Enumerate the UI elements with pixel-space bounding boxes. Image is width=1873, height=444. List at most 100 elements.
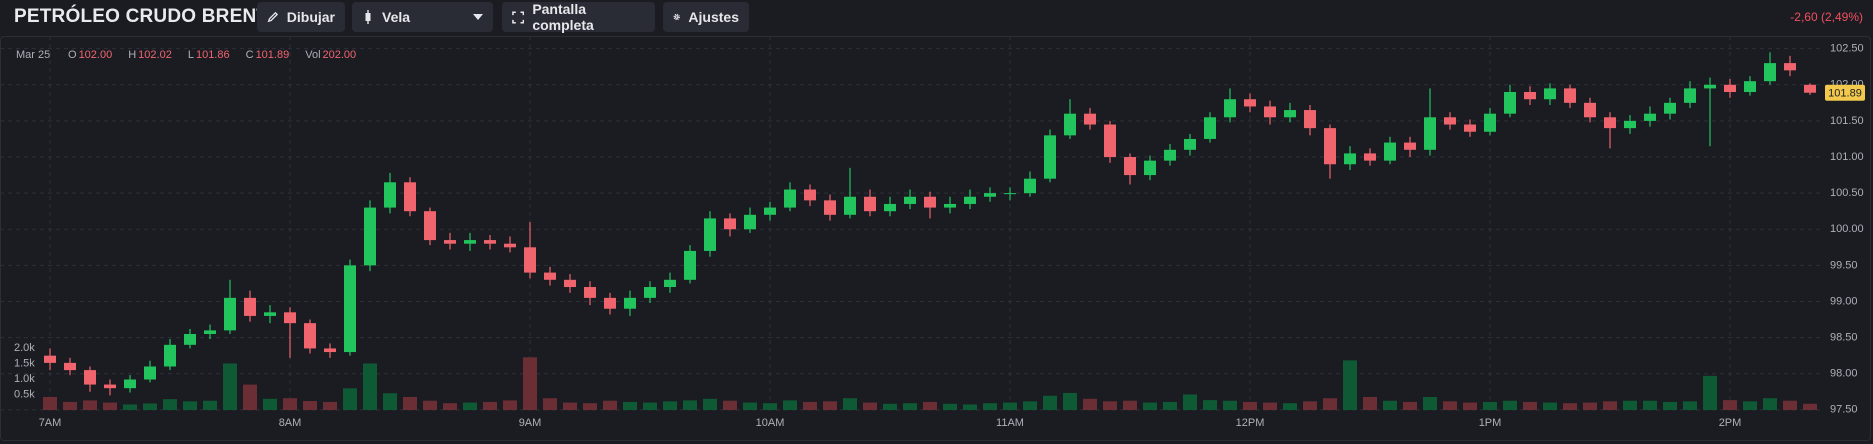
volume-bar <box>1023 401 1037 410</box>
candle-body <box>1164 149 1176 161</box>
candle-body <box>44 355 56 363</box>
candle-body <box>244 297 256 316</box>
candle-body <box>1324 128 1336 165</box>
candle-body <box>524 247 536 273</box>
volume-bar <box>1523 401 1537 410</box>
x-tick-label: 12PM <box>1236 417 1265 429</box>
legend-value: 202.00 <box>323 49 357 61</box>
settings-button[interactable]: Ajustes <box>663 2 749 32</box>
fullscreen-button[interactable]: Pantalla completa <box>502 1 655 33</box>
volume-bar <box>223 363 237 410</box>
volume-bar <box>343 388 357 410</box>
volume-bar <box>423 400 437 410</box>
volume-bar <box>323 401 337 410</box>
volume-tick-label: 1.5k <box>14 357 35 369</box>
chart-type-dropdown[interactable]: Vela <box>352 2 493 32</box>
x-tick-label: 1PM <box>1479 417 1502 429</box>
volume-bar <box>823 401 837 410</box>
candle-body <box>504 243 516 248</box>
draw-button[interactable]: Dibujar <box>257 2 345 32</box>
candle-body <box>1304 110 1316 129</box>
volume-tick-label: 2.0k <box>14 342 35 354</box>
volume-bar <box>903 403 917 410</box>
candle-body <box>724 218 736 230</box>
candle-body <box>1264 106 1276 118</box>
volume-bar <box>1263 402 1277 410</box>
volume-tick-label: 1.0k <box>14 373 35 385</box>
volume-tick-label: 0.5k <box>14 388 35 400</box>
candle-body <box>1724 84 1736 93</box>
legend-date: Mar 25 <box>16 49 50 61</box>
volume-bar <box>843 398 857 410</box>
volume-bar <box>1403 401 1417 410</box>
candle-body <box>1604 117 1616 129</box>
candle-body <box>904 196 916 204</box>
toolbar: PETRÓLEO CRUDO BRENT Dibujar Vela Pantal… <box>0 0 1873 34</box>
volume-bar <box>403 396 417 410</box>
candle-body <box>984 193 996 197</box>
candle-body <box>664 279 676 288</box>
volume-bar <box>1503 400 1517 410</box>
volume-bar <box>1463 402 1477 410</box>
volume-bar <box>1123 400 1137 410</box>
candle-body <box>824 200 836 215</box>
volume-bar <box>523 357 537 410</box>
fullscreen-icon <box>512 11 525 23</box>
candle-body <box>1704 84 1716 89</box>
candle-body <box>444 240 456 244</box>
volume-bar <box>1303 401 1317 410</box>
volume-bar <box>1003 402 1017 410</box>
candle-body <box>384 182 396 208</box>
candle-body <box>1484 113 1496 132</box>
candle-body <box>784 189 796 208</box>
candle-body <box>544 272 556 280</box>
candle-body <box>1084 113 1096 125</box>
candle-body <box>1064 113 1076 136</box>
volume-bar <box>1583 402 1597 410</box>
volume-bar <box>123 404 137 410</box>
candle-body <box>424 211 436 241</box>
volume-bar <box>63 401 77 410</box>
candle-body <box>804 189 816 201</box>
chart-frame <box>0 36 1871 441</box>
volume-bar <box>443 403 457 410</box>
volume-bar <box>1623 400 1637 410</box>
candle-body <box>1664 102 1676 114</box>
volume-bar <box>1343 360 1357 410</box>
candle-body <box>1144 160 1156 176</box>
volume-bar <box>603 400 617 410</box>
volume-bar <box>783 400 797 410</box>
volume-bar <box>43 396 57 410</box>
x-tick-label: 11AM <box>996 417 1024 429</box>
candle-body <box>184 333 196 345</box>
y-tick-label: 100.00 <box>1830 223 1864 235</box>
candle-body <box>604 297 616 309</box>
y-tick-label: 97.50 <box>1830 404 1858 416</box>
candle-body <box>104 384 116 389</box>
volume-bar <box>283 398 297 410</box>
volume-bar <box>1723 400 1737 410</box>
volume-bar <box>763 403 777 410</box>
legend-key: H <box>128 49 136 61</box>
y-tick-label: 101.00 <box>1830 151 1864 163</box>
y-tick-label: 99.50 <box>1830 259 1858 271</box>
x-tick-label: 10AM <box>756 417 785 429</box>
candle-body <box>924 196 936 208</box>
button-label: Dibujar <box>286 9 335 25</box>
instrument-title: PETRÓLEO CRUDO BRENT <box>14 6 269 27</box>
candle-body <box>1784 63 1796 71</box>
candle-body <box>324 348 336 353</box>
candle-body <box>1524 92 1536 100</box>
candle-body <box>144 366 156 380</box>
candle-icon <box>365 10 371 24</box>
volume-bar <box>1743 401 1757 410</box>
candle-body <box>404 182 416 212</box>
candle-body <box>964 196 976 204</box>
candle-body <box>1764 63 1776 82</box>
candle-body <box>1224 99 1236 118</box>
candle-body <box>84 370 96 385</box>
volume-bar <box>983 403 997 410</box>
volume-bar <box>943 403 957 410</box>
candle-body <box>1044 135 1056 179</box>
legend-value: 101.89 <box>256 49 290 61</box>
